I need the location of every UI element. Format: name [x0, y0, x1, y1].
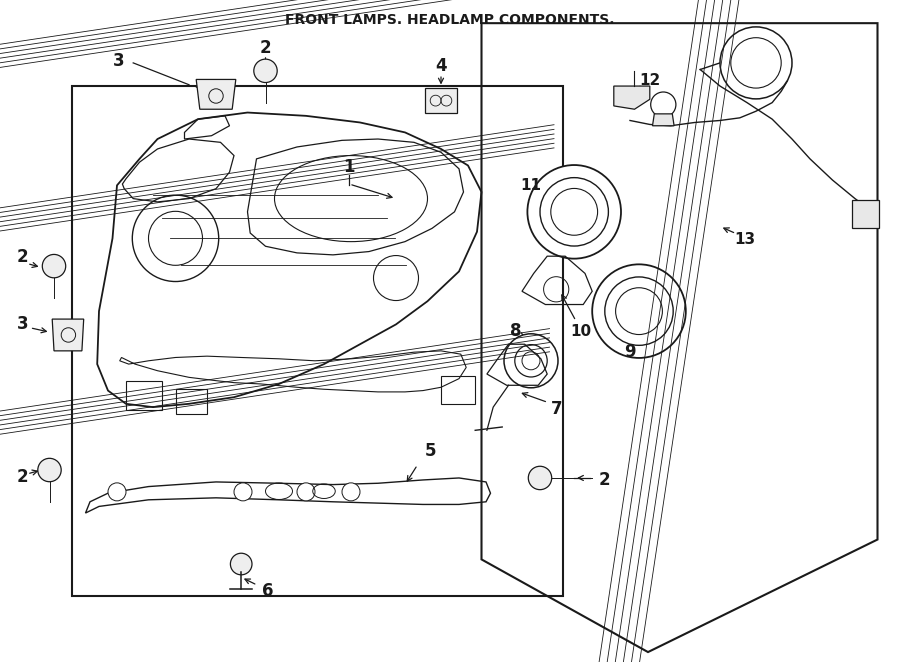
Text: 2: 2 [599, 471, 610, 489]
Polygon shape [652, 114, 674, 126]
Circle shape [651, 92, 676, 117]
Text: 11: 11 [520, 178, 542, 193]
Circle shape [522, 352, 540, 370]
Bar [72, 86, 562, 596]
Polygon shape [196, 79, 236, 109]
Circle shape [108, 483, 126, 501]
Circle shape [616, 288, 662, 334]
Text: FRONT LAMPS. HEADLAMP COMPONENTS.: FRONT LAMPS. HEADLAMP COMPONENTS. [285, 13, 615, 27]
Text: 2: 2 [17, 467, 28, 486]
Text: 4: 4 [436, 57, 446, 75]
Polygon shape [614, 86, 650, 109]
Text: 2: 2 [17, 248, 28, 266]
Polygon shape [52, 319, 84, 351]
Circle shape [234, 483, 252, 501]
Text: 2: 2 [260, 38, 271, 57]
Circle shape [342, 483, 360, 501]
Text: 6: 6 [263, 581, 274, 600]
Circle shape [720, 27, 792, 99]
Circle shape [605, 277, 673, 346]
Circle shape [527, 165, 621, 259]
Circle shape [592, 264, 686, 358]
Text: 5: 5 [425, 442, 436, 461]
Text: 3: 3 [17, 315, 28, 334]
Circle shape [38, 458, 61, 482]
Polygon shape [852, 200, 879, 228]
Circle shape [515, 345, 547, 377]
Circle shape [551, 189, 598, 235]
Polygon shape [425, 88, 457, 113]
Circle shape [254, 59, 277, 83]
Circle shape [540, 177, 608, 246]
Text: 7: 7 [551, 400, 562, 418]
Circle shape [504, 334, 558, 388]
Circle shape [528, 466, 552, 490]
Circle shape [731, 38, 781, 88]
Circle shape [42, 254, 66, 278]
Text: 9: 9 [625, 343, 635, 361]
Text: 1: 1 [344, 158, 355, 176]
Text: 8: 8 [510, 322, 521, 340]
Text: 12: 12 [639, 73, 661, 88]
Circle shape [297, 483, 315, 501]
Circle shape [230, 553, 252, 575]
Text: 3: 3 [113, 52, 124, 70]
Text: 10: 10 [570, 324, 591, 338]
Text: 13: 13 [734, 232, 756, 247]
